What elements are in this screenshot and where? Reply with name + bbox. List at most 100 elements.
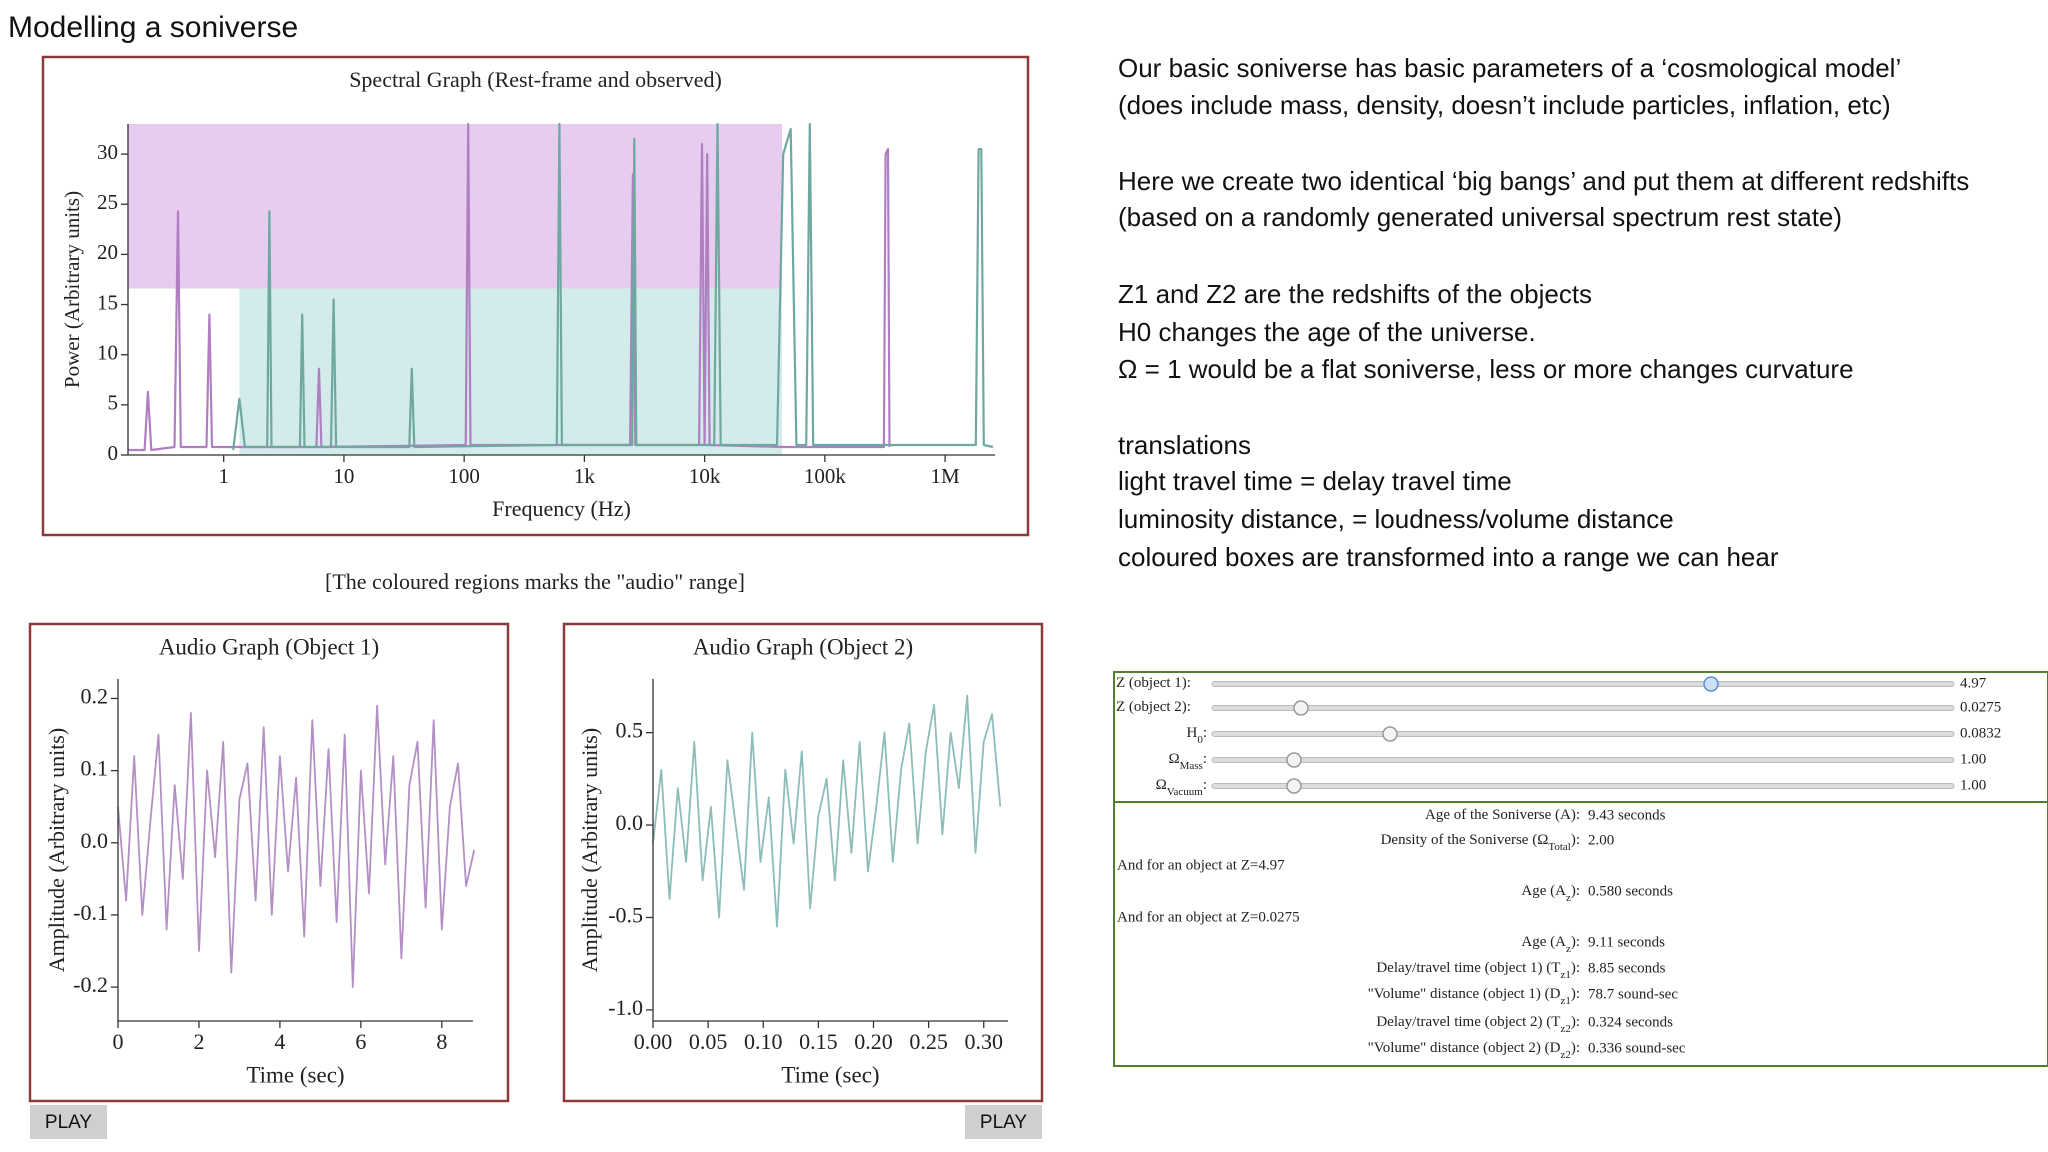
x-tick-label: 100: [448, 464, 480, 488]
slider[interactable]: [1211, 676, 1955, 692]
description-line: H0 changes the age of the universe.: [1118, 317, 1536, 347]
label-subscript: Vacuum: [1167, 786, 1203, 798]
label: Age (Az):: [1521, 883, 1580, 903]
chart-title: Audio Graph (Object 2): [693, 634, 913, 659]
label-text: ):: [1571, 832, 1580, 848]
y-tick-label: 0.0: [616, 810, 644, 835]
slider-knob[interactable]: [1286, 778, 1302, 794]
slider[interactable]: [1211, 700, 1955, 716]
x-tick-label: 0.20: [854, 1029, 893, 1054]
slider-value: 1.00: [1960, 751, 1986, 767]
label: Age (Az):: [1521, 934, 1580, 954]
audio-panel-2: [562, 622, 1044, 1103]
slider-track[interactable]: [1211, 681, 1955, 687]
x-tick-label: 0.15: [799, 1029, 838, 1054]
x-tick-label: 4: [274, 1029, 285, 1054]
audio-panel-1: [28, 622, 510, 1103]
play-button-bg[interactable]: [30, 1105, 107, 1139]
x-tick-label: 0.00: [634, 1029, 673, 1054]
data-line: [232, 122, 994, 451]
slider-knob[interactable]: [1703, 676, 1719, 692]
label: "Volume" distance (object 1) (Dz1):: [1368, 986, 1580, 1006]
label-text: Ω: [1156, 777, 1167, 793]
label-text: :: [1203, 751, 1207, 767]
label-subscript: z1: [1560, 969, 1570, 981]
x-axis-label: Time (sec): [781, 1062, 879, 1087]
label-text: :: [1203, 725, 1207, 741]
description-line: (based on a randomly generated universal…: [1118, 202, 1842, 232]
label-text: Ω: [1168, 751, 1179, 767]
x-tick-label: 1k: [574, 464, 596, 488]
results-panel: [1113, 801, 2048, 1067]
slider[interactable]: [1211, 726, 1955, 742]
x-tick-label: 100k: [804, 464, 847, 488]
x-axis-label: Frequency (Hz): [492, 496, 631, 521]
y-tick-label: -0.5: [608, 903, 643, 928]
slider-track[interactable]: [1211, 705, 1955, 711]
play-button[interactable]: PLAY: [965, 1105, 1042, 1139]
x-tick-label: 0.30: [964, 1029, 1003, 1054]
slider[interactable]: [1211, 778, 1955, 794]
description-line: coloured boxes are transformed into a ra…: [1118, 542, 1779, 572]
label-subscript: 0: [1197, 734, 1203, 746]
y-axis-label: Amplitude (Arbitrary units): [577, 728, 602, 972]
slider-knob[interactable]: [1382, 726, 1398, 742]
x-tick-label: 0.10: [744, 1029, 783, 1054]
slider-track[interactable]: [1211, 731, 1955, 737]
label: ΩVacuum:: [1156, 777, 1207, 797]
y-tick-label: 25: [97, 190, 118, 214]
label-text: Density of the Soniverse (Ω: [1381, 832, 1549, 848]
label: ΩMass:: [1168, 751, 1207, 771]
y-tick-label: -0.1: [73, 900, 108, 925]
label: "Volume" distance (object 2) (Dz2):: [1368, 1040, 1580, 1060]
caption: [The coloured regions marks the "audio" …: [325, 569, 745, 594]
chart-title: Spectral Graph (Rest-frame and observed): [349, 67, 722, 92]
result-value: 0.324 seconds: [1588, 1014, 1673, 1030]
y-tick-label: 10: [97, 341, 118, 365]
label: H0:: [1186, 725, 1207, 745]
y-tick-label: 20: [97, 240, 118, 264]
label-text: ):: [1571, 1014, 1580, 1030]
result-value: 2.00: [1588, 832, 1614, 848]
label-text: Age (A: [1521, 934, 1566, 950]
play-button-bg[interactable]: [965, 1105, 1042, 1139]
x-tick-label: 2: [193, 1029, 204, 1054]
play-button-label[interactable]: PLAY: [45, 1112, 93, 1133]
label: Delay/travel time (object 1) (Tz1):: [1376, 960, 1580, 980]
label: Z (object 2):: [1116, 699, 1191, 715]
slider-value: 0.0275: [1960, 699, 2001, 715]
label: Z (object 1):: [1116, 675, 1191, 691]
description-line: Here we create two identical ‘big bangs’…: [1118, 166, 1969, 196]
y-tick-label: -1.0: [608, 995, 643, 1020]
slider-value: 0.0832: [1960, 725, 2001, 741]
slider-knob[interactable]: [1286, 752, 1302, 768]
x-tick-label: 1: [218, 464, 229, 488]
result-heading: And for an object at Z=4.97: [1117, 857, 1285, 873]
label-text: Delay/travel time (object 2) (T: [1376, 1014, 1560, 1030]
x-tick-label: 10: [333, 464, 354, 488]
audio-range-region: [128, 124, 783, 289]
label: Delay/travel time (object 2) (Tz2):: [1376, 1014, 1580, 1034]
x-tick-label: 6: [355, 1029, 366, 1054]
slider[interactable]: [1211, 752, 1955, 768]
label-subscript: Mass: [1180, 760, 1203, 772]
label-subscript: z1: [1560, 995, 1570, 1007]
label-subscript: z2: [1560, 1023, 1570, 1035]
slider-track[interactable]: [1211, 757, 1955, 763]
play-button[interactable]: PLAY: [30, 1105, 107, 1139]
data-line: [117, 704, 476, 988]
label-subscript: z: [1566, 892, 1571, 904]
spectral-panel: [41, 55, 1030, 537]
x-tick-label: 8: [436, 1029, 447, 1054]
label-text: Age (A: [1521, 883, 1566, 899]
label-text: "Volume" distance (object 1) (D: [1368, 986, 1561, 1002]
x-tick-label: 1M: [931, 464, 961, 488]
audio-range-region: [239, 288, 783, 455]
label-text: ):: [1571, 986, 1580, 1002]
result-heading: And for an object at Z=0.0275: [1117, 909, 1300, 925]
play-button-label[interactable]: PLAY: [980, 1112, 1028, 1133]
label-text: Z (object 2):: [1116, 699, 1191, 715]
slider-knob[interactable]: [1293, 700, 1309, 716]
slider-track[interactable]: [1211, 783, 1955, 789]
